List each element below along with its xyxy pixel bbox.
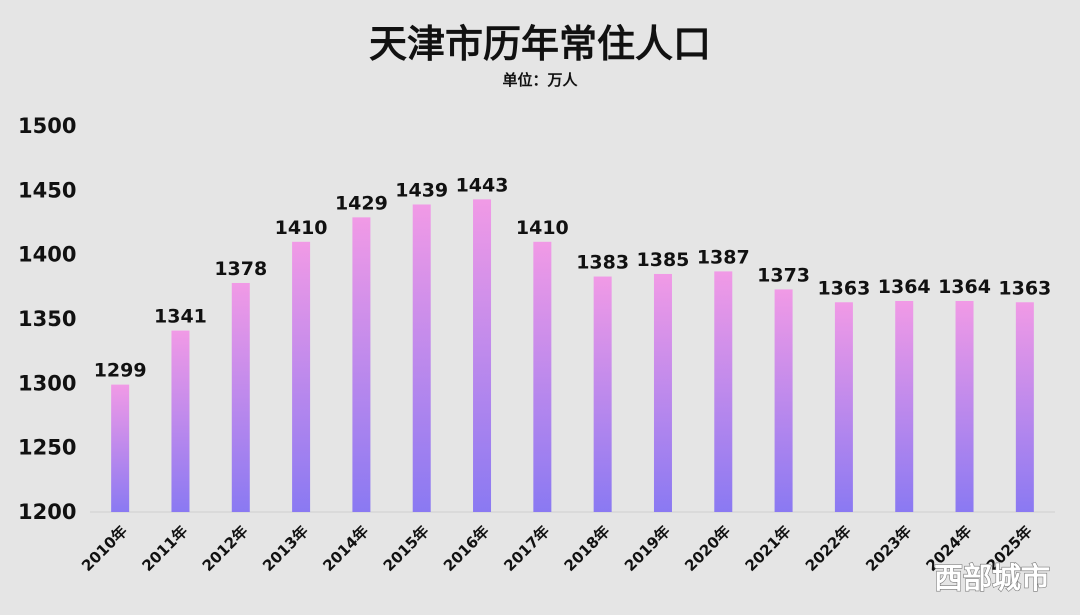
x-tick-label: 2013年 (259, 522, 312, 575)
x-axis: 2010年 2011年 2012年 2013年 2014年 2015年 2016年 2017年… (78, 522, 1036, 575)
bars: 1299 1341 1378 1410 1429 1439 1443 1410 1383 1385… (94, 174, 1051, 513)
bar (895, 300, 914, 512)
x-tick-label: 2021年 (742, 522, 795, 575)
watermark-text: 西部城市 (934, 561, 1050, 595)
x-tick-label: 2011年 (138, 522, 191, 575)
data-label: 1364 (878, 276, 931, 298)
bar (955, 300, 974, 512)
x-tick-label: 2018年 (561, 522, 614, 575)
x-tick-label: 2012年 (199, 522, 252, 575)
bar (412, 204, 431, 512)
y-tick-label: 1300 (18, 371, 76, 395)
bar (231, 282, 250, 512)
bar (774, 289, 793, 512)
bar (473, 199, 492, 512)
data-label: 1299 (94, 360, 147, 382)
y-tick-label: 1350 (18, 307, 76, 331)
y-tick-label: 1400 (18, 243, 76, 267)
x-tick-label: 2015年 (380, 522, 433, 575)
y-tick-label: 1450 (18, 178, 76, 202)
data-label: 1373 (757, 264, 810, 286)
bar (533, 241, 552, 513)
x-tick-label: 2023年 (862, 522, 915, 575)
bar (111, 384, 130, 512)
data-label: 1443 (456, 174, 509, 196)
y-tick-label: 1250 (18, 436, 76, 460)
x-tick-label: 2022年 (802, 522, 855, 575)
data-label: 1387 (697, 246, 750, 268)
bar (1015, 302, 1034, 512)
data-label: 1410 (275, 217, 328, 239)
x-tick-label: 2016年 (440, 522, 493, 575)
chart-subtitle: 单位：万人 (502, 71, 578, 89)
x-tick-label: 2010年 (78, 522, 131, 575)
x-tick-label: 2017年 (500, 522, 553, 575)
data-label: 1385 (637, 249, 690, 271)
bar (653, 273, 672, 512)
data-label: 1429 (335, 192, 388, 214)
bar (834, 302, 853, 512)
bar (714, 271, 733, 512)
x-tick-label: 2014年 (319, 522, 372, 575)
bar (292, 241, 311, 513)
data-label: 1364 (938, 276, 991, 298)
bar (171, 330, 190, 512)
chart-title: 天津市历年常住人口 (369, 22, 711, 66)
data-label: 1363 (998, 277, 1051, 299)
data-label: 1363 (817, 277, 870, 299)
bar (593, 276, 612, 512)
y-tick-label: 1500 (18, 114, 76, 138)
data-label: 1383 (576, 252, 629, 274)
x-tick-label: 2020年 (681, 522, 734, 575)
bar (352, 217, 371, 512)
data-label: 1410 (516, 217, 569, 239)
data-label: 1378 (214, 258, 267, 280)
data-label: 1341 (154, 306, 207, 328)
y-axis: 1500 1450 1400 1350 1300 1250 1200 (18, 114, 76, 524)
data-label: 1439 (395, 179, 448, 201)
y-tick-label: 1200 (18, 500, 76, 524)
x-tick-label: 2019年 (621, 522, 674, 575)
